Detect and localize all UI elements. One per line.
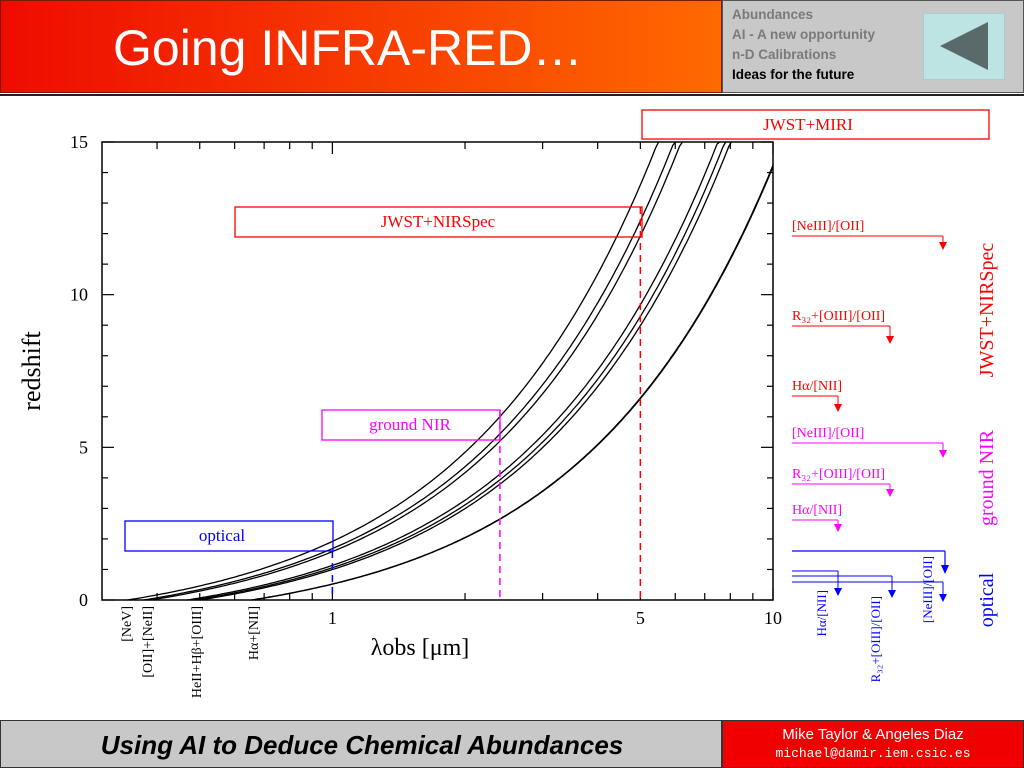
section-nav: Abundances AI - A new opportunity n-D Ca… (722, 0, 1024, 93)
title-band: Going INFRA-RED… (0, 0, 722, 93)
x-tick-label: 1 (328, 608, 337, 628)
arrow-head-icon (939, 242, 947, 250)
header-divider (0, 94, 1024, 96)
curve-H (194, 141, 727, 601)
arrow-head-icon (888, 590, 896, 598)
optical-box (124, 520, 334, 552)
arrow-head-icon (941, 565, 949, 574)
header: Going INFRA-RED… Abundances AI - A new o… (0, 0, 1024, 95)
optical-label: optical (199, 526, 246, 545)
x-tick-label: 10 (764, 608, 782, 628)
miri-box (641, 109, 990, 140)
emission-line-label: Hα+[NII] (247, 606, 262, 660)
ground-nir-diagnostic: R₃₂+[OIII]/[OII] (792, 467, 885, 482)
plot-frame (101, 141, 774, 601)
arrow-head-icon (939, 450, 947, 458)
optical-diagnostic: Hα/[NII] (814, 590, 829, 637)
footer-credits: Mike Taylor & Angeles Diaz michael@damir… (722, 720, 1024, 768)
curve-NeIII (150, 141, 684, 601)
footer: Using AI to Deduce Chemical Abundances M… (0, 720, 1024, 768)
arrow-head-icon (886, 336, 894, 344)
ground-nir-label: ground NIR (369, 415, 451, 434)
footer-title-box: Using AI to Deduce Chemical Abundances (0, 720, 722, 768)
optical-diagnostic: R₃₂+[OIII]/[OII] (868, 596, 883, 682)
nirspec-diagnostic: R₃₂+[OIII]/[OII] (792, 309, 885, 324)
y-axis-title: redshift (17, 331, 46, 411)
nav-item-nd-calibrations[interactable]: n-D Calibrations (732, 47, 837, 62)
curve-NII (252, 166, 774, 601)
nirspec-box (234, 206, 643, 238)
ground-nir-group-label: ground NIR (976, 429, 998, 526)
nirspec-label: JWST+NIRSpec (381, 212, 496, 231)
ground-nir-diagnostic: [NeIII]/[OII] (792, 426, 864, 441)
arrow-head-icon (886, 489, 894, 497)
curve-NeV (127, 141, 660, 601)
emission-line-label: [NeV] (120, 606, 135, 642)
nirspec-diagnostic: [NeIII]/[OII] (792, 219, 864, 234)
arrow-head-icon (939, 594, 947, 602)
nav-item-abundances[interactable]: Abundances (732, 7, 814, 22)
emission-line-label: [OII]+[NeII] (141, 606, 156, 678)
page-title: Going INFRA-RED… (113, 20, 583, 76)
y-tick-label: 10 (70, 285, 88, 305)
curve-HeII (187, 141, 721, 601)
nav-item-ai-opportunity[interactable]: AI - A new opportunity (732, 27, 875, 42)
miri-label: JWST+MIRI (763, 115, 853, 134)
optical-group-label: optical (976, 572, 998, 627)
email[interactable]: michael@damir.iem.csic.es (775, 746, 971, 761)
footer-title: Using AI to Deduce Chemical Abundances (100, 730, 624, 760)
back-arrow-icon (940, 22, 988, 70)
y-tick-label: 15 (70, 132, 88, 152)
authors: Mike Taylor & Angeles Diaz (782, 726, 964, 743)
nav-item-ideas-future[interactable]: Ideas for the future (732, 67, 855, 82)
emission-line-label: HeII+Hβ+[OIII] (190, 606, 205, 698)
back-button[interactable] (923, 13, 1005, 80)
nirspec-group-label: JWST+NIRSpec (976, 243, 998, 378)
optical-diagnostic: [NeIII]/[OII] (920, 556, 935, 623)
nirspec-diagnostic: Hα/[NII] (792, 379, 842, 394)
curve-OII (143, 141, 677, 601)
arrow-head-icon (834, 524, 842, 532)
curve-OIII (199, 141, 732, 601)
y-tick-label: 0 (79, 590, 88, 610)
arrow-head-icon (834, 404, 842, 412)
arrow-head-icon (834, 588, 842, 596)
x-tick-label: 5 (636, 608, 645, 628)
y-tick-label: 5 (79, 437, 88, 457)
curve-H (251, 165, 774, 601)
ground-nir-diagnostic: Hα/[NII] (792, 503, 842, 518)
x-axis-title: λobs [μm] (371, 635, 470, 661)
